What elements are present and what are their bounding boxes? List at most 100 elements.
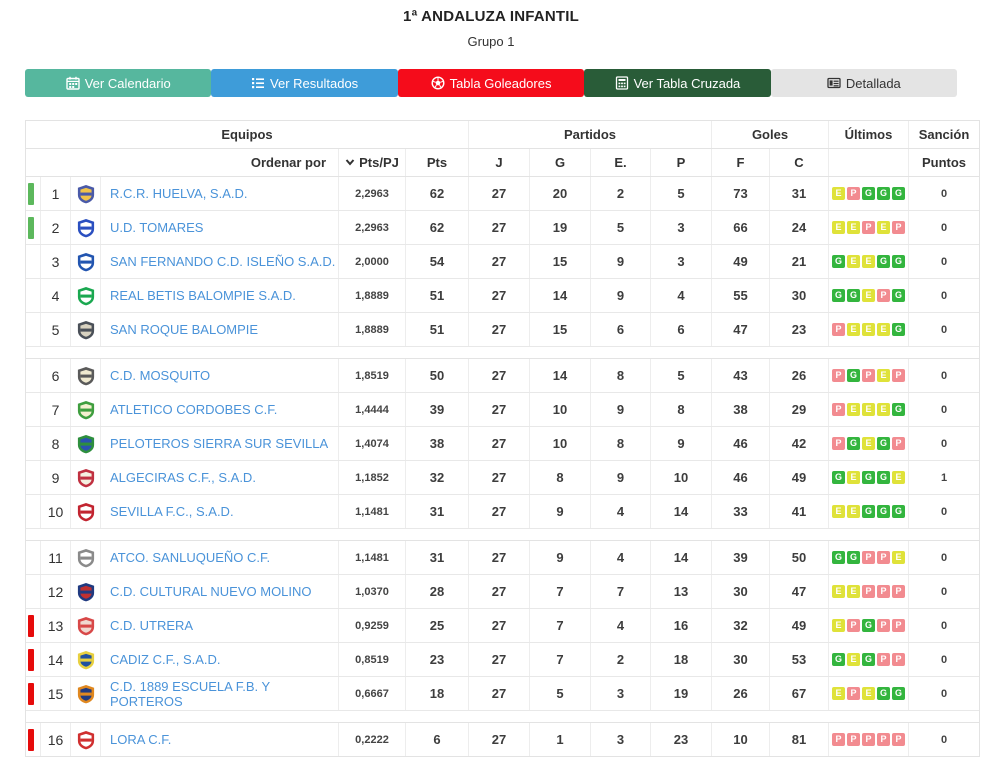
- team-crest-icon: [71, 393, 101, 426]
- promotion-marker: [26, 461, 41, 494]
- wins-value: 7: [530, 609, 591, 642]
- position: 4: [41, 279, 71, 312]
- team-crest-icon: [71, 211, 101, 244]
- team-crest-icon: [71, 643, 101, 676]
- team-crest-icon: [71, 313, 101, 346]
- team-link[interactable]: C.D. UTRERA: [110, 618, 194, 633]
- table-row: 8 PELOTEROS SIERRA SUR SEVILLA 1,4074 38…: [26, 427, 979, 461]
- team-link[interactable]: PELOTEROS SIERRA SUR SEVILLA: [110, 436, 329, 451]
- team-link[interactable]: C.D. MOSQUITO: [110, 368, 211, 383]
- result-badge: E: [862, 289, 875, 302]
- team-link[interactable]: REAL BETIS BALOMPIE S.A.D.: [110, 288, 296, 303]
- team-link[interactable]: U.D. TOMARES: [110, 220, 204, 235]
- goals-against-value: 49: [770, 609, 829, 642]
- goals-against-value: 81: [770, 723, 829, 756]
- draws-value: 5: [591, 211, 651, 244]
- table-row: 7 ATLETICO CORDOBES C.F. 1,4444 39 27 10…: [26, 393, 979, 427]
- result-badge: E: [832, 221, 845, 234]
- team-crest-icon: [71, 677, 101, 710]
- pts-pj-value: 1,1852: [339, 461, 406, 494]
- result-badge: P: [832, 733, 845, 746]
- table-row: 10 SEVILLA F.C., S.A.D. 1,1481 31 27 9 4…: [26, 495, 979, 529]
- result-badge: E: [847, 585, 860, 598]
- wins-value: 10: [530, 393, 591, 426]
- ultimos-blank-header: [829, 149, 909, 176]
- team-link[interactable]: ATCO. SANLUQUEÑO C.F.: [110, 550, 271, 565]
- goals-against-value: 41: [770, 495, 829, 528]
- team-link[interactable]: SAN ROQUE BALOMPIE: [110, 322, 259, 337]
- played-value: 27: [469, 359, 530, 392]
- team-link[interactable]: SAN FERNANDO C.D. ISLEÑO S.A.D.: [110, 254, 336, 269]
- sancion-value: 0: [909, 313, 979, 346]
- goals-for-value: 39: [712, 541, 770, 574]
- result-badge: G: [892, 323, 905, 336]
- position: 16: [41, 723, 71, 756]
- promotion-marker: [26, 245, 41, 278]
- sancion-value: 0: [909, 609, 979, 642]
- result-badge: P: [847, 619, 860, 632]
- result-badge: E: [892, 471, 905, 484]
- draws-value: 6: [591, 313, 651, 346]
- played-value: 27: [469, 643, 530, 676]
- draws-value: 2: [591, 643, 651, 676]
- sort-pts-pj-header[interactable]: Pts/PJ: [339, 149, 406, 176]
- team-link[interactable]: C.D. CULTURAL NUEVO MOLINO: [110, 584, 312, 599]
- goals-against-value: 23: [770, 313, 829, 346]
- ver-tabla-cruzada-button[interactable]: Ver Tabla Cruzada: [584, 69, 771, 97]
- team-crest-icon: [71, 575, 101, 608]
- goals-for-value: 55: [712, 279, 770, 312]
- result-badge: P: [892, 619, 905, 632]
- pts-value: 38: [406, 427, 469, 460]
- team-crest-icon: [71, 359, 101, 392]
- result-badge: G: [847, 437, 860, 450]
- result-badge: E: [862, 687, 875, 700]
- team-link[interactable]: ALGECIRAS C.F., S.A.D.: [110, 470, 256, 485]
- goals-for-value: 49: [712, 245, 770, 278]
- j-header: J: [469, 149, 530, 176]
- team-link[interactable]: ATLETICO CORDOBES C.F.: [110, 402, 278, 417]
- table-icon: [615, 76, 629, 90]
- promotion-marker: [26, 575, 41, 608]
- result-badge: G: [862, 505, 875, 518]
- promotion-marker: [26, 643, 41, 676]
- played-value: 27: [469, 313, 530, 346]
- goals-for-value: 30: [712, 643, 770, 676]
- result-badge: G: [832, 653, 845, 666]
- losses-value: 5: [651, 359, 712, 392]
- team-link[interactable]: R.C.R. HUELVA, S.A.D.: [110, 186, 248, 201]
- wins-value: 5: [530, 677, 591, 710]
- puntos-header: Puntos: [909, 149, 979, 176]
- tabla-goleadores-button[interactable]: Tabla Goleadores: [397, 69, 585, 97]
- team-crest-icon: [71, 177, 101, 210]
- losses-value: 5: [651, 177, 712, 210]
- team-link[interactable]: SEVILLA F.C., S.A.D.: [110, 504, 234, 519]
- pts-value: 28: [406, 575, 469, 608]
- result-badge: P: [892, 653, 905, 666]
- result-badge: G: [862, 471, 875, 484]
- promotion-marker: [26, 677, 41, 710]
- standings-table: Equipos Partidos Goles Últimos Sanción O…: [25, 120, 980, 757]
- result-badge: P: [877, 619, 890, 632]
- promotion-marker: [26, 393, 41, 426]
- header-ultimos: Últimos: [829, 121, 909, 148]
- ver-resultados-button[interactable]: Ver Resultados: [211, 69, 398, 97]
- promotion-marker: [26, 279, 41, 312]
- table-row: 14 CADIZ C.F., S.A.D. 0,8519 23 27 7 2 1…: [26, 643, 979, 677]
- soccer-ball-icon: [431, 76, 445, 90]
- team-link[interactable]: CADIZ C.F., S.A.D.: [110, 652, 221, 667]
- detallada-button[interactable]: Detallada: [770, 69, 958, 97]
- pts-value: 31: [406, 541, 469, 574]
- team-link[interactable]: LORA C.F.: [110, 732, 172, 747]
- ver-calendario-button[interactable]: Ver Calendario: [25, 69, 212, 97]
- pts-value: 54: [406, 245, 469, 278]
- result-badge: P: [862, 585, 875, 598]
- result-badge: E: [877, 369, 890, 382]
- wins-value: 9: [530, 541, 591, 574]
- team-link[interactable]: C.D. 1889 ESCUELA F.B. Y PORTEROS: [110, 678, 270, 709]
- result-badge: G: [832, 255, 845, 268]
- position: 2: [41, 211, 71, 244]
